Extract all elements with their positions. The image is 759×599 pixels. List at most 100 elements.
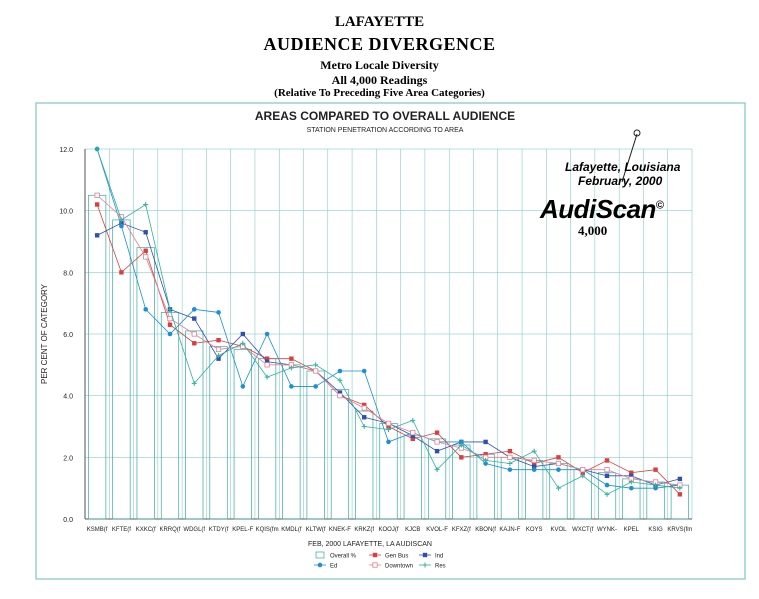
point-res-12 [386,427,391,433]
point-res-4 [191,380,197,386]
point-gen-bus-12 [386,424,391,429]
x-tick-label-16: KBON(f [475,527,496,533]
point-ind-14 [434,448,440,454]
y-tick-label-2: 4.0 [63,394,73,401]
point-res-17 [507,461,513,466]
point-downtown-21 [604,467,610,473]
bar-overall-2 [136,247,155,520]
legend-swatch-ind [422,552,428,558]
x-ticks: KSMB(f KFTE(f KXKC(f KRRQ(f WDGL(f KTDY(f KPEL… [87,527,693,533]
point-res-19 [555,485,561,491]
point-gen-bus-11 [362,402,367,408]
point-res-9 [313,362,319,368]
point-downtown-14 [434,439,440,445]
x-tick-label-14: KVOL-F [426,527,448,533]
x-tick-label-11: KRKZ(f [354,527,374,533]
point-res-10 [337,377,343,383]
legend-label-ind: Ind [435,554,443,560]
legend-label-overall-: Overall % [330,554,357,560]
legend-swatch-ed [317,562,323,568]
point-ed-11 [361,368,367,374]
y-axis-label: PER CENT OF CATEGORY [40,283,49,384]
series-lines [94,146,683,497]
point-res-8 [288,365,294,371]
report-title: AUDIENCE DIVERGENCE [263,34,496,54]
point-gen-bus-20 [580,470,585,475]
point-ed-15 [459,439,464,445]
point-ed-7 [264,331,270,337]
point-ed-21 [604,482,610,488]
point-ed-6 [240,384,246,389]
logo-pointer [621,129,641,183]
copyright-mark: © [655,199,664,212]
point-ed-2 [143,307,148,312]
chart-title: AREAS COMPARED TO OVERALL AUDIENCE [255,109,515,123]
point-ed-16 [483,461,488,466]
bar-overall-1 [112,219,131,520]
point-res-3 [167,306,173,312]
point-gen-bus-16 [483,452,488,457]
x-tick-label-4: WDGL(f [183,527,205,533]
report-readings: All 4,000 Readings [331,73,428,87]
point-downtown-20 [580,467,586,473]
x-tick-label-18: KOYS [526,527,543,533]
legend-swatch-res [422,562,428,568]
point-ind-11 [362,415,367,420]
x-tick-label-1: KFTE(f [112,527,131,533]
report-subtitle: Metro Locale Diversity [320,58,439,72]
y-tick-label-0: 0.0 [63,517,73,524]
brand-count: 4,000 [578,223,608,238]
logo-text: AudiScan [540,194,656,224]
point-ed-3 [167,331,173,337]
point-ind-0 [94,233,100,238]
point-ind-4 [192,316,197,321]
point-ed-1 [119,223,124,229]
point-gen-bus-2 [143,248,148,253]
point-ind-21 [604,473,610,479]
y-tick-label-5: 10.0 [59,209,73,216]
point-gen-bus-18 [531,461,537,466]
x-tick-label-19: KVOL [550,527,567,533]
point-ind-5 [216,356,221,361]
point-downtown-13 [410,430,416,436]
point-ed-9 [313,384,318,389]
point-gen-bus-23 [653,467,658,472]
point-ind-22 [629,473,634,479]
point-gen-bus-22 [629,470,634,475]
point-res-23 [653,482,659,488]
bar-overall-13 [403,435,422,520]
bar-overall-9 [306,370,325,520]
bar-overall-4 [185,330,204,520]
point-ind-10 [337,390,343,395]
x-tick-label-22: KPEL [624,527,640,533]
legend: Overall % Gen Bus Ind Ed Downtown Res [314,551,446,570]
x-tick-label-2: KXKC(f [136,527,156,533]
bar-overall-3 [160,312,180,520]
x-tick-label-24: KRVS(fm [667,527,692,533]
point-downtown-5 [215,346,222,353]
audiscan-logo: AudiScan© [540,194,664,225]
point-gen-bus-0 [94,202,100,207]
series-line-gen-bus [96,204,681,495]
point-downtown-12 [385,420,392,427]
point-gen-bus-13 [410,436,415,442]
x-tick-label-15: KFXZ(f [452,527,471,533]
point-res-7 [264,374,270,380]
bar-overall-6 [233,349,252,520]
bar-overall-12 [379,423,398,520]
point-res-11 [361,424,367,429]
point-downtown-17 [507,454,513,460]
point-ind-16 [483,439,488,445]
point-res-22 [628,479,634,485]
bar-overall-7 [258,358,277,520]
y-tick-label-1: 2.0 [63,455,73,462]
point-downtown-18 [531,457,537,464]
point-ind-7 [264,359,270,364]
point-res-13 [410,417,416,423]
y-tick-label-6: 12.0 [59,147,73,154]
x-tick-label-8: KMDL(f [281,527,302,533]
legend-label-ed: Ed [330,564,337,570]
point-downtown-2 [143,254,149,260]
x-tick-label-6: KPEL-F [232,527,253,533]
